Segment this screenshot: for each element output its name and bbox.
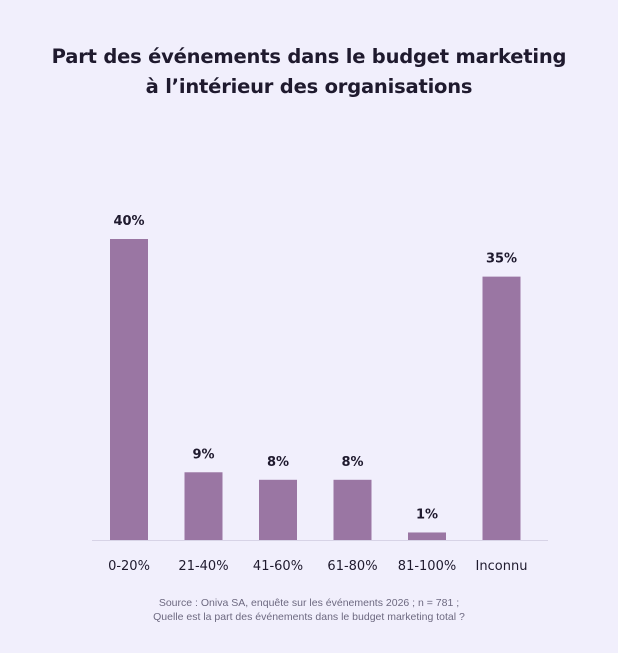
data-label-5: 35% — [486, 252, 517, 267]
data-label-3: 8% — [341, 455, 363, 470]
category-label-4: 81-100% — [398, 559, 456, 574]
category-label-3: 61-80% — [327, 559, 377, 574]
chart-title-line-1: Part des événements dans le budget marke… — [51, 45, 567, 68]
category-label-1: 21-40% — [178, 559, 228, 574]
chart-title-line-2: à l’intérieur des organisations — [145, 75, 473, 98]
data-label-4: 1% — [416, 507, 438, 522]
bar-4 — [408, 532, 446, 540]
bar-5 — [482, 276, 521, 540]
category-label-0: 0-20% — [108, 559, 150, 574]
data-label-1: 9% — [192, 447, 214, 462]
bar-1 — [184, 472, 223, 540]
chart-title: Part des événements dans le budget marke… — [0, 42, 618, 102]
category-label-5: Inconnu — [476, 559, 528, 574]
source-line-2: Quelle est la part des événements dans l… — [153, 611, 465, 623]
bar-0 — [110, 239, 148, 540]
bar-3 — [333, 479, 372, 540]
source-note: Source : Oniva SA, enquête sur les événe… — [0, 596, 618, 624]
source-line-1: Source : Oniva SA, enquête sur les événe… — [158, 597, 460, 609]
data-label-0: 40% — [113, 214, 144, 229]
data-label-2: 8% — [267, 455, 289, 470]
category-label-2: 41-60% — [253, 559, 303, 574]
bar-2 — [259, 479, 297, 540]
